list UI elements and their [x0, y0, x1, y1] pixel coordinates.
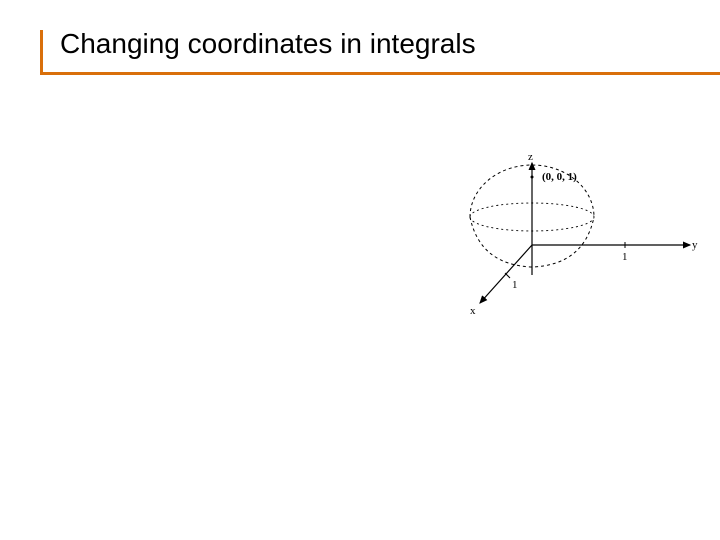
z-label: z: [528, 151, 533, 163]
x-label: x: [470, 305, 476, 317]
title-block: Changing coordinates in integrals: [0, 28, 720, 60]
top-point: [531, 176, 534, 179]
sphere-diagram: z y x (0, 0, 1) 1 1: [420, 155, 700, 325]
tick-x: [505, 273, 510, 278]
page-title: Changing coordinates in integrals: [0, 28, 720, 60]
origin-point-label: (0, 0, 1): [542, 171, 577, 183]
title-rule-vertical: [40, 30, 43, 75]
y-label: y: [692, 239, 698, 251]
tick-x-label: 1: [512, 279, 518, 291]
tick-y-label: 1: [622, 251, 628, 263]
title-rule-horizontal: [40, 72, 720, 75]
slide: Changing coordinates in integrals: [0, 0, 720, 540]
